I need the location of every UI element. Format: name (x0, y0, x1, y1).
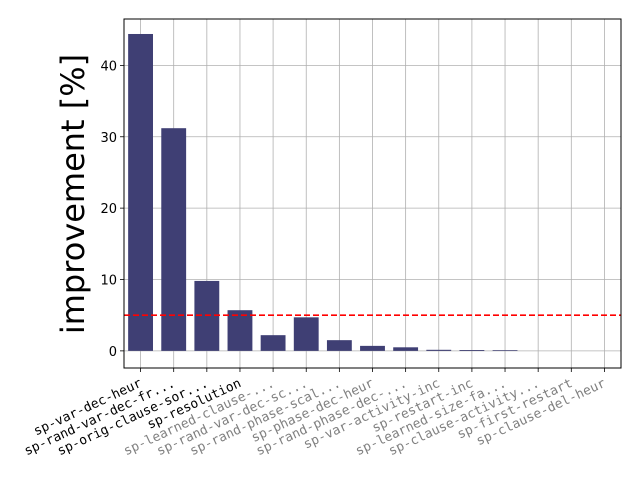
bar-0 (128, 33, 153, 351)
y-tick-label: 0 (109, 345, 117, 360)
bar-7 (360, 345, 385, 351)
bar-3 (227, 310, 253, 351)
y-tick-label: 30 (100, 131, 117, 146)
bar-8 (393, 347, 419, 351)
bar-10 (459, 350, 485, 351)
bar-1 (161, 128, 187, 351)
y-tick-label: 10 (100, 274, 117, 289)
y-tick-label: 20 (100, 202, 117, 217)
bar-4 (260, 335, 286, 351)
bar-11 (492, 350, 518, 351)
y-axis-ticks: 0 10 20 30 40 (100, 59, 124, 360)
bar-9 (426, 349, 452, 351)
bars (128, 33, 518, 351)
bar-6 (326, 340, 352, 351)
x-axis-ticks: sp-var-dec-heursp-rand-var-dec-fr...sp-o… (22, 368, 608, 459)
y-tick-label: 40 (100, 59, 117, 74)
y-axis-title: improvement [%] (54, 54, 92, 334)
bar-5 (293, 317, 319, 351)
